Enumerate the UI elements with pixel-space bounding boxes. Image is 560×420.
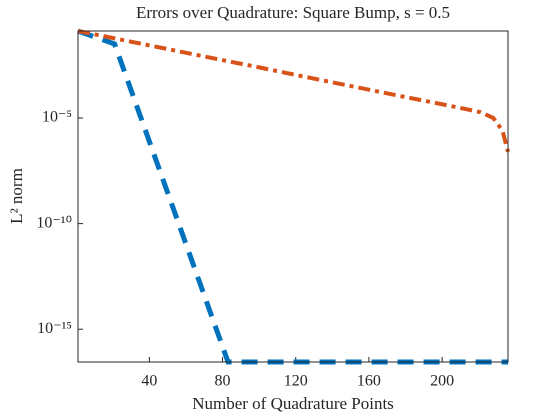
x-tick-label: 40 xyxy=(141,373,157,390)
x-tick-label: 120 xyxy=(284,373,308,390)
plot-frame xyxy=(77,30,509,363)
y-tick-label: 10⁻¹⁰ xyxy=(36,214,72,231)
x-tick-label: 160 xyxy=(357,373,381,390)
x-axis-label: Number of Quadrature Points xyxy=(192,394,394,413)
x-tick-label: 80 xyxy=(215,373,231,390)
x-tick-label: 200 xyxy=(430,373,454,390)
y-tick-label: 10⁻⁵ xyxy=(42,109,72,126)
y-axis-label: L² norm xyxy=(7,168,26,224)
y-tick-label: 10⁻¹⁵ xyxy=(37,320,72,337)
chart-title: Errors over Quadrature: Square Bump, s =… xyxy=(136,3,450,22)
series-line xyxy=(77,29,510,153)
